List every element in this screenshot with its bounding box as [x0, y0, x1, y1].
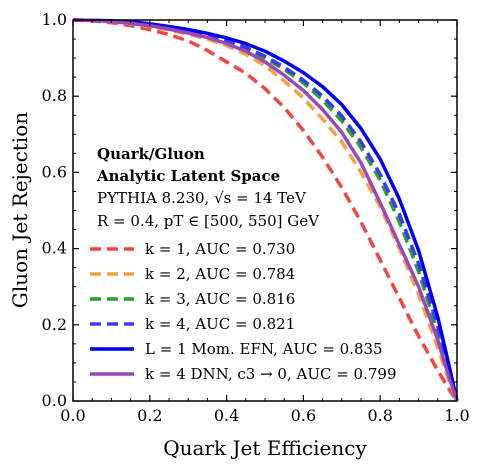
- y-tick-label: 1.0: [42, 10, 67, 29]
- legend-label-3: k = 3, AUC = 0.816: [145, 290, 295, 308]
- y-tick-label: 0.2: [42, 315, 67, 334]
- curves-layer: [72, 18, 459, 402]
- legend-label-6: k = 4 DNN, c3 → 0, AUC = 0.799: [145, 365, 396, 383]
- x-tick-label: 0.0: [60, 406, 85, 425]
- y-tick-label: 0.8: [42, 86, 67, 105]
- series-line-4: [72, 18, 459, 402]
- annotation-jet-cuts: R = 0.4, pT ∈ [500, 550] GeV: [97, 212, 320, 230]
- annotation-title-2: Analytic Latent Space: [96, 167, 280, 185]
- y-tick-label: 0.4: [42, 239, 67, 258]
- y-axis-label: Gluon Jet Rejection: [8, 112, 32, 308]
- series-line-6: [72, 18, 459, 402]
- legend: k = 1, AUC = 0.730 k = 2, AUC = 0.784 k = …: [90, 240, 396, 383]
- annotation-title-1: Quark/Gluon: [97, 145, 205, 163]
- x-tick-label: 0.6: [291, 406, 316, 425]
- y-tick-label: 0.0: [42, 391, 67, 410]
- series-line-3: [72, 18, 459, 402]
- legend-label-5: L = 1 Mom. EFN, AUC = 0.835: [145, 340, 383, 358]
- legend-label-2: k = 2, AUC = 0.784: [145, 265, 295, 283]
- ticks-layer: 0.00.0 0.2 0.2 0.4 0.4 0.6 0.6 0.8 0.8 1.0 1.0: [42, 10, 470, 425]
- legend-label-1: k = 1, AUC = 0.730: [145, 240, 295, 258]
- x-tick-label: 0.4: [214, 406, 239, 425]
- series-line-2: [72, 18, 459, 402]
- x-tick-label: 0.8: [367, 406, 392, 425]
- series-line-1: [72, 18, 459, 402]
- legend-label-4: k = 4, AUC = 0.821: [145, 315, 295, 333]
- x-axis-label: Quark Jet Efficiency: [163, 436, 367, 460]
- annotation-generator: PYTHIA 8.230, √s = 14 TeV: [97, 189, 307, 207]
- y-tick-label: 0.6: [42, 162, 67, 181]
- x-tick-label: 1.0: [444, 406, 469, 425]
- x-tick-label: 0.2: [137, 406, 162, 425]
